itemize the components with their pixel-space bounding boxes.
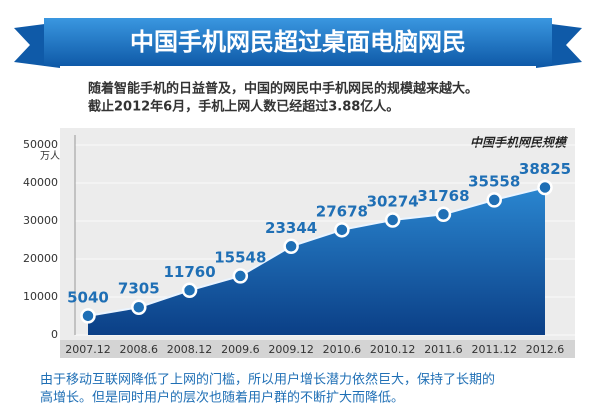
point [435, 206, 452, 223]
point [80, 308, 96, 324]
value-label: 27678 [316, 202, 368, 220]
y-tick-label: 10000 [23, 290, 58, 303]
x-tick-label: 2010.12 [370, 343, 416, 356]
annotation: 高增长。但是同时用户的层次也随着用户群的不断扩大而降低。 [40, 390, 404, 406]
x-tick-label: 2009.6 [221, 343, 260, 356]
value-label: 35558 [468, 172, 520, 190]
value-label: 7305 [118, 280, 160, 298]
value-label: 30274 [367, 192, 419, 210]
y-tick-label: 0 [51, 328, 58, 341]
area [88, 187, 545, 335]
line [87, 186, 546, 317]
chart-title: 中国手机网民规模 [470, 136, 568, 150]
point [334, 222, 350, 238]
value-label: 5040 [67, 288, 109, 306]
y-tick-label: 20000 [23, 252, 58, 265]
x-tick-label: 2007.12 [65, 343, 111, 356]
point [232, 268, 249, 284]
value-label: 23344 [265, 219, 317, 237]
annotation: 由于移动互联网降低了上网的门槛，所以用户增长潜力依然巨大，保持了长期的 [40, 372, 495, 388]
point [283, 238, 299, 255]
x-axis-band [60, 340, 575, 358]
value-label: 11760 [163, 263, 215, 281]
point [384, 212, 401, 228]
point [131, 299, 147, 315]
x-tick-label: 2008.12 [167, 343, 213, 356]
x-tick-label: 2008.6 [120, 343, 159, 356]
point [181, 282, 198, 299]
point [486, 192, 502, 208]
banner-title: 中国手机网民超过桌面电脑网民 [130, 28, 466, 56]
subtitle: 截止2012年6月，手机上网人数已经超过3.88亿人。 [88, 99, 399, 115]
y-unit: 万人 [40, 150, 60, 162]
x-tick-label: 2010.6 [323, 343, 362, 356]
y-tick-label: 40000 [23, 176, 58, 189]
point [537, 179, 553, 196]
y-tick-label: 30000 [23, 214, 58, 227]
value-label: 38825 [519, 160, 571, 178]
subtitle: 随着智能手机的日益普及，中国的网民中手机网民的规模越来越大。 [88, 81, 478, 97]
x-tick-label: 2012.6 [526, 343, 565, 356]
y-tick-label: 50000 [23, 138, 58, 151]
value-label: 15548 [214, 248, 266, 266]
x-tick-label: 2011.6 [424, 343, 463, 356]
value-label: 31768 [417, 187, 469, 205]
x-tick-label: 2011.12 [471, 343, 517, 356]
x-tick-label: 2009.12 [268, 343, 314, 356]
banner [44, 18, 552, 66]
